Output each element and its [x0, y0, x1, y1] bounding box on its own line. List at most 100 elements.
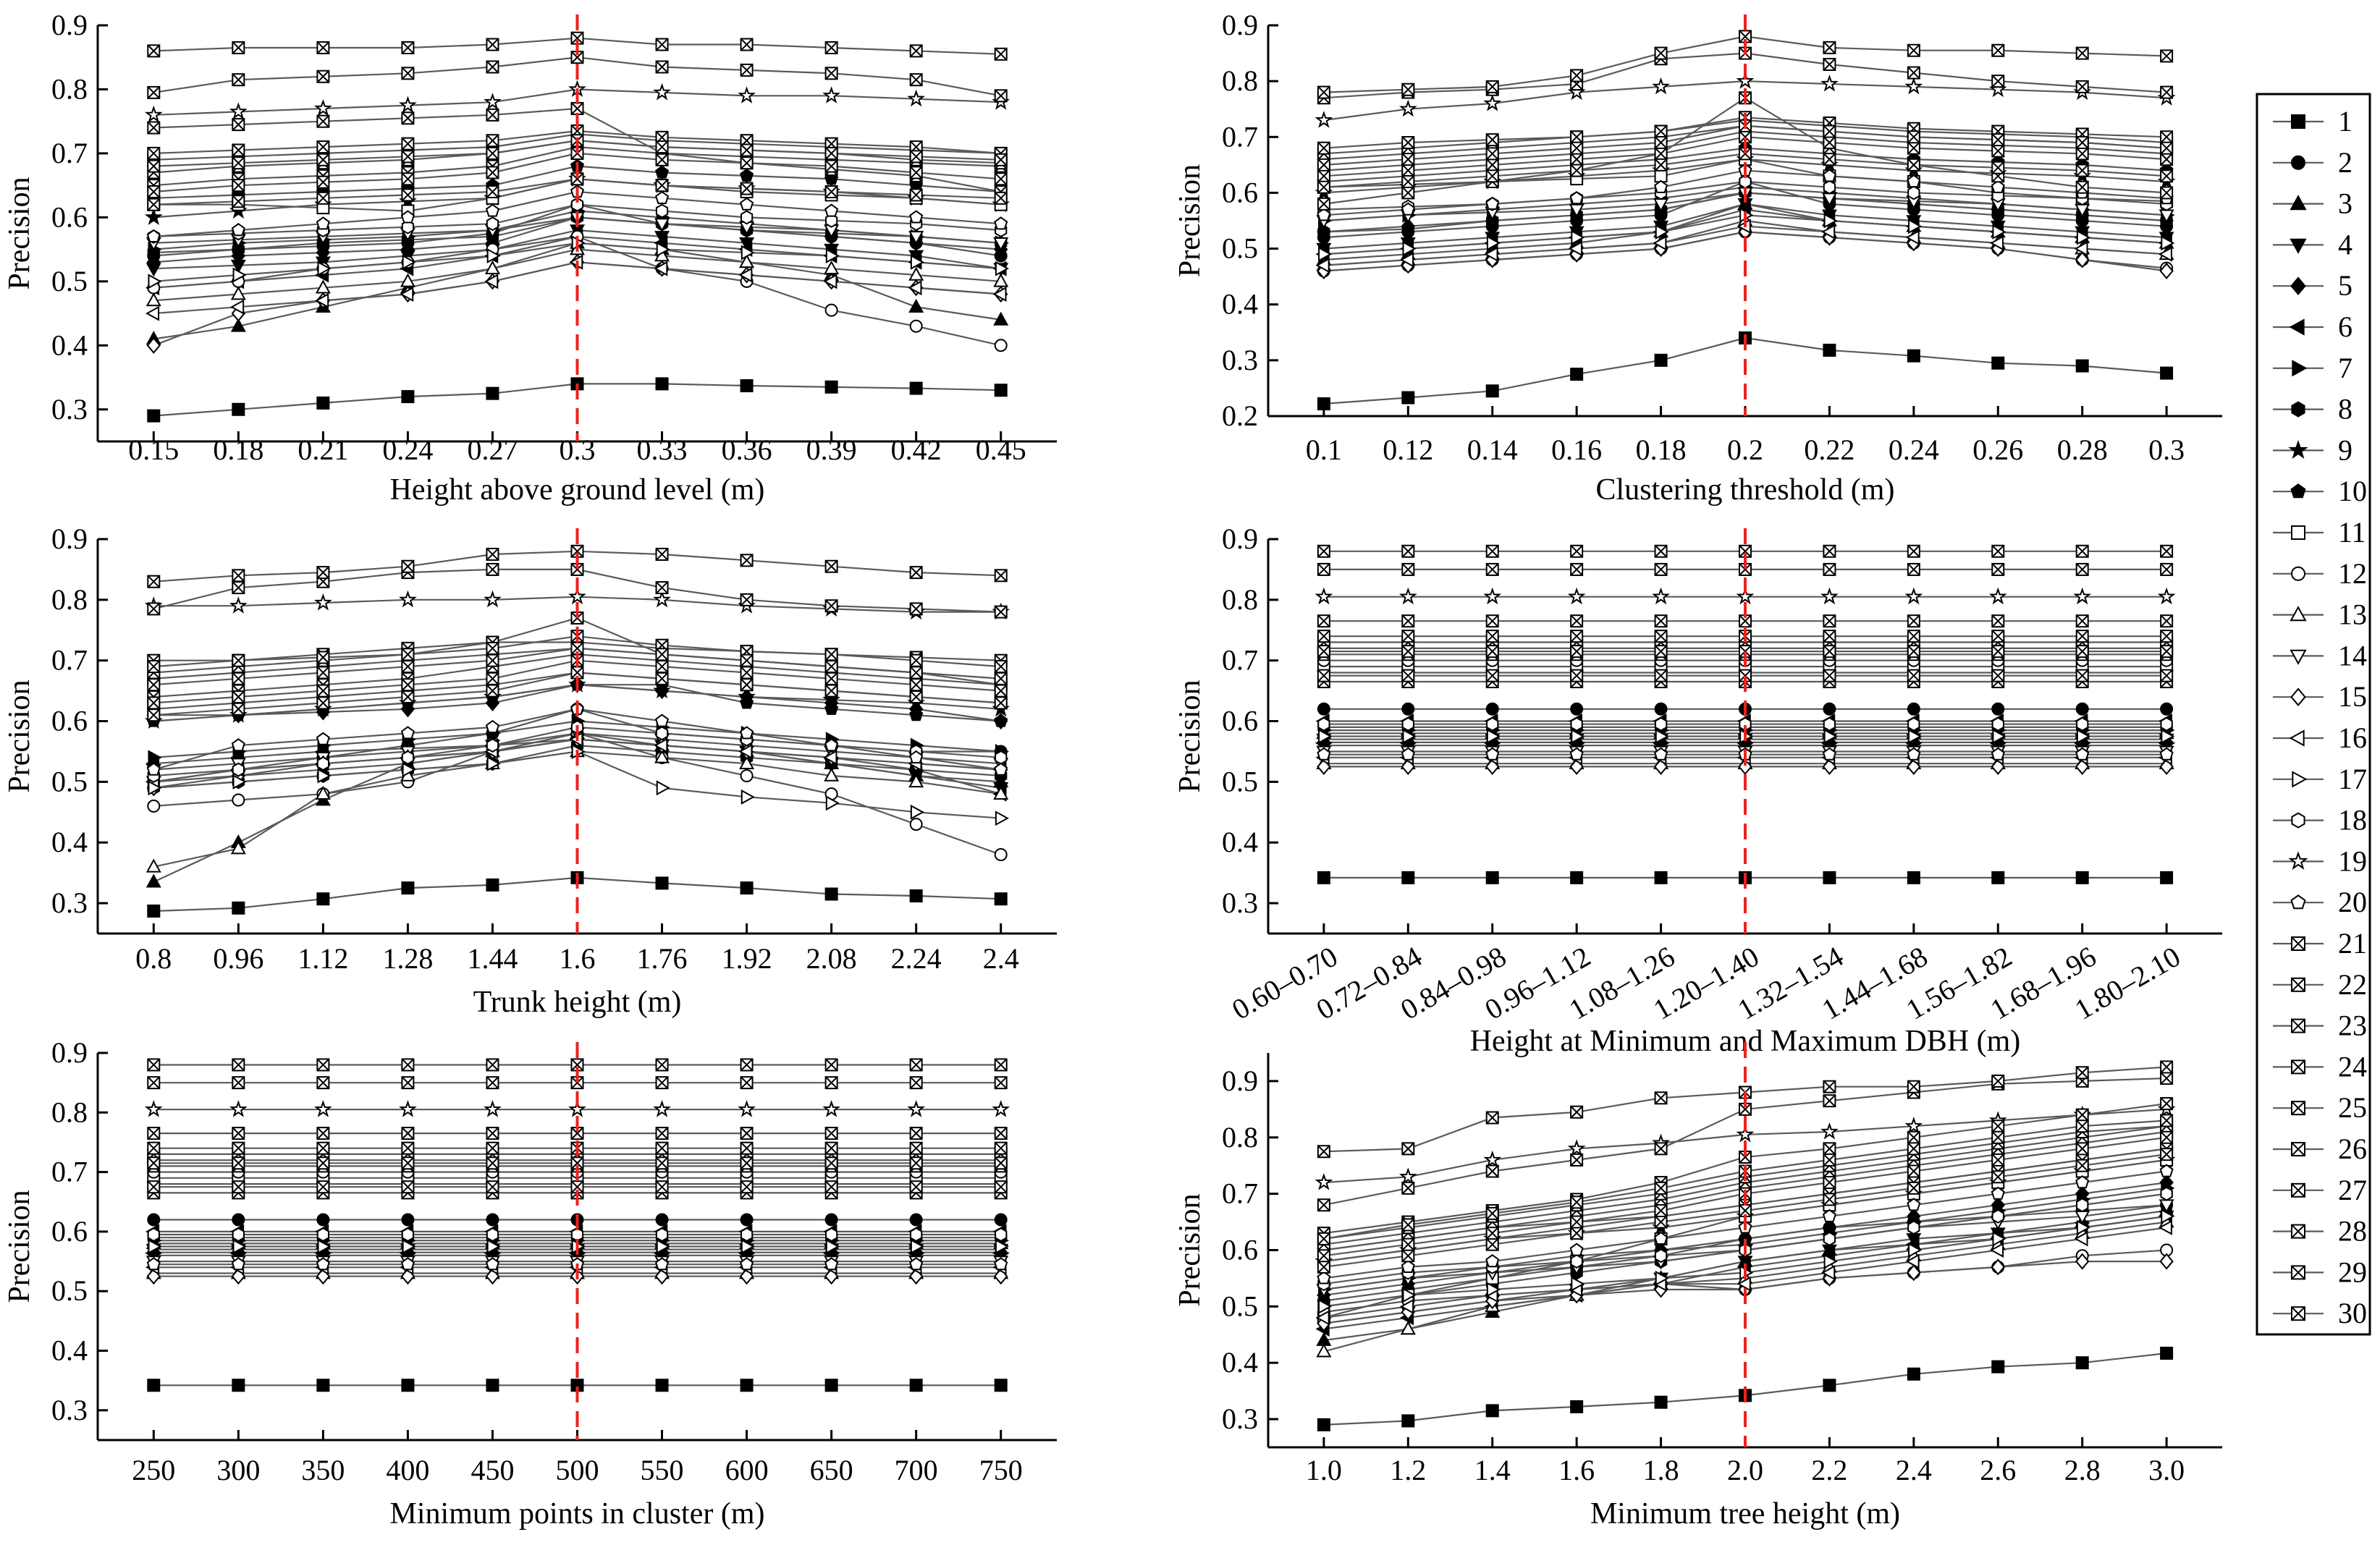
point-s27 — [1823, 544, 1836, 558]
point-s17 — [402, 1239, 416, 1254]
box-x-cross — [486, 642, 499, 655]
point-s18 — [486, 216, 499, 232]
point-s19 — [1736, 587, 1755, 605]
y-tick-label: 0.4 — [51, 329, 88, 361]
box-x-cross — [1907, 1131, 1920, 1144]
box-x-cross — [909, 1058, 923, 1072]
box-x-cross — [995, 1180, 1008, 1193]
point-s20 — [1822, 169, 1836, 182]
legend-entry-17: 17 — [2273, 763, 2367, 795]
box-x-cross — [1486, 1238, 1499, 1251]
point-s27 — [1823, 41, 1836, 54]
box-x-cross — [1486, 1227, 1499, 1240]
box-x-cross — [2160, 1148, 2173, 1161]
point-s30 — [1654, 136, 1668, 149]
legend-label: 21 — [2338, 927, 2367, 960]
point-s27 — [740, 554, 754, 567]
point-s28 — [486, 672, 499, 685]
legend-label: 22 — [2338, 968, 2367, 1001]
point-s17 — [317, 261, 332, 276]
x-tick-label: 2.4 — [1896, 1454, 1932, 1486]
point-s20 — [485, 719, 500, 734]
point-s29 — [1739, 669, 1752, 682]
box-x-cross — [1823, 1080, 1836, 1093]
box-x-cross — [740, 143, 754, 157]
point-s27 — [486, 1058, 499, 1072]
box-x-cross — [655, 140, 669, 153]
point-s17 — [1318, 729, 1333, 744]
box-x-cross — [909, 73, 923, 86]
box-x-cross — [2160, 1097, 2173, 1110]
legend-entry-30: 30 — [2273, 1297, 2367, 1329]
box-x-cross — [2075, 645, 2089, 658]
legend-entry-18: 18 — [2273, 804, 2367, 837]
box-x-cross — [909, 166, 923, 179]
point-s1 — [909, 381, 923, 395]
point-s17 — [1992, 1231, 2006, 1247]
point-s28 — [1485, 158, 1499, 172]
y-tick-label: 0.5 — [51, 1274, 88, 1307]
box-x-cross — [740, 38, 754, 51]
point-s2 — [909, 1213, 923, 1227]
box-x-cross — [1907, 1142, 1920, 1156]
box-x-cross — [2160, 130, 2173, 143]
legend-marker — [2291, 114, 2305, 129]
legend-label: 5 — [2338, 269, 2352, 302]
point-s29 — [1570, 669, 1584, 682]
point-s16 — [1821, 224, 1836, 240]
point-s26 — [1991, 1130, 2005, 1144]
point-s29 — [1823, 153, 1836, 166]
box-x-cross — [2160, 85, 2173, 99]
box-x-cross — [1739, 545, 1752, 558]
point-s28 — [824, 159, 838, 173]
point-s25 — [2075, 1108, 2089, 1122]
point-s26 — [232, 1141, 245, 1155]
legend-label: 6 — [2338, 310, 2352, 343]
point-s22 — [232, 581, 245, 595]
point-s29 — [909, 1180, 923, 1194]
point-s27 — [2160, 49, 2174, 63]
point-s20 — [231, 1257, 245, 1271]
point-s17 — [402, 254, 416, 270]
box-x-cross — [1401, 645, 1415, 658]
box-x-cross — [1823, 645, 1836, 658]
point-s28 — [740, 156, 754, 170]
x-tick-label: 0.16 — [1551, 433, 1602, 466]
box-x-cross — [824, 1076, 838, 1089]
point-s22 — [1570, 562, 1584, 576]
box-x-cross — [1317, 545, 1330, 558]
box-x-cross — [1823, 630, 1836, 643]
panel-trunk-height: 0.3 0.4 0.5 0.6 0.7 0.8 0.9 0.8 0.96 1.12 1.28 1.44… — [3, 522, 1057, 1019]
point-s27 — [1570, 69, 1584, 82]
point-s22 — [316, 69, 330, 83]
legend-entry-12: 12 — [2273, 557, 2367, 590]
point-s17 — [1908, 219, 1923, 234]
box-x-cross — [1317, 181, 1330, 194]
box-x-cross — [1907, 1182, 1920, 1195]
point-s12 — [994, 339, 1008, 352]
point-s26 — [2075, 630, 2089, 643]
box-x-cross — [1570, 153, 1583, 166]
point-s27 — [1907, 43, 1920, 57]
point-s20 — [1907, 747, 1921, 761]
point-s29 — [909, 690, 923, 703]
point-s2 — [1570, 702, 1584, 716]
legend-label: 3 — [2338, 187, 2352, 220]
box-x-cross — [1907, 614, 1920, 627]
box-x-cross — [909, 1076, 923, 1089]
point-s12 — [147, 799, 161, 813]
point-s1 — [232, 901, 245, 915]
box-x-cross — [1654, 1204, 1668, 1217]
point-s26 — [486, 134, 499, 148]
box-x-cross — [1907, 158, 1920, 172]
legend-entry-1: 1 — [2273, 105, 2352, 137]
box-x-cross — [1991, 1131, 2004, 1144]
point-s27 — [1823, 1080, 1836, 1093]
box-x-cross — [2075, 164, 2089, 177]
x-axis-title: Minimum points in cluster (m) — [390, 1497, 765, 1531]
box-x-cross — [1317, 198, 1330, 211]
point-s20 — [2075, 1175, 2090, 1189]
box-x-cross — [570, 172, 584, 186]
box-x-cross — [1654, 124, 1668, 138]
box-x-cross — [2160, 186, 2173, 200]
